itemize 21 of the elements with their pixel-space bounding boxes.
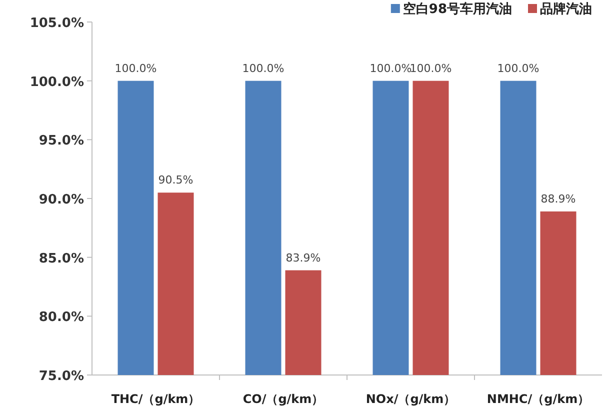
x-tick-label: NMHC/（g/km）	[486, 392, 590, 406]
data-label: 100.0%	[114, 62, 157, 75]
data-label: 100.0%	[497, 62, 540, 75]
x-tick-label: THC/（g/km）	[111, 392, 200, 406]
data-label: 100.0%	[410, 62, 452, 75]
data-label: 100.0%	[242, 62, 284, 75]
data-label: 90.5%	[158, 174, 194, 187]
y-tick-label: 100.0%	[30, 74, 84, 90]
legend-label: 空白98号车用汽油	[402, 1, 512, 17]
data-label: 83.9%	[286, 251, 321, 264]
data-label: 100.0%	[370, 62, 412, 75]
legend-label: 品牌汽油	[540, 1, 592, 17]
y-tick-label: 90.0%	[38, 192, 84, 208]
y-tick-label: 105.0%	[30, 16, 84, 31]
x-tick-label: NOx/（g/km）	[366, 392, 456, 406]
data-label: 88.9%	[540, 192, 576, 206]
y-tick-label: 75.0%	[38, 369, 84, 384]
y-tick-label: 95.0%	[38, 134, 84, 149]
x-tick-label: CO/（g/km）	[242, 392, 324, 406]
y-tick-label: 85.0%	[38, 251, 84, 266]
y-tick-label: 80.0%	[38, 310, 84, 326]
